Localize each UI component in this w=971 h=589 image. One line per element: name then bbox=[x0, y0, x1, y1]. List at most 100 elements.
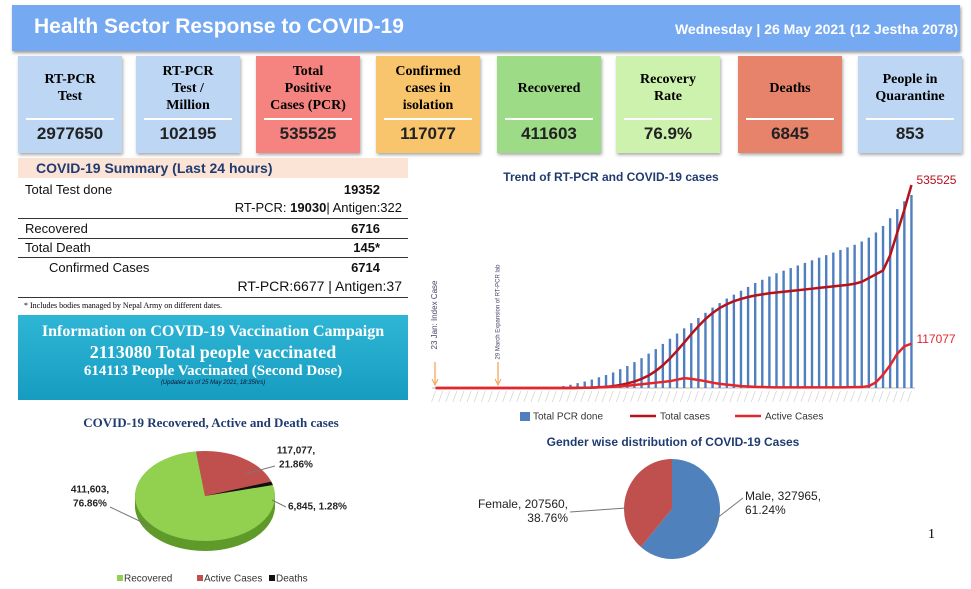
x-tick bbox=[630, 390, 635, 403]
card-label-line: Positive bbox=[284, 80, 332, 96]
card-separator bbox=[264, 118, 352, 120]
bar bbox=[668, 338, 672, 388]
line bbox=[435, 342, 912, 390]
card-label-line: Million bbox=[166, 97, 210, 113]
x-tick bbox=[843, 390, 848, 403]
x-tick bbox=[779, 390, 784, 403]
chart-title: Gender wise distribution of COVID-19 Cas… bbox=[547, 435, 800, 449]
x-tick bbox=[765, 390, 770, 403]
bar bbox=[604, 375, 608, 388]
bar bbox=[832, 252, 835, 388]
card-value: 853 bbox=[895, 124, 925, 143]
stat-card: Recovery Rate 76.9% bbox=[616, 56, 720, 153]
value: 19030 bbox=[290, 200, 327, 215]
card-value: 6845 bbox=[771, 124, 809, 143]
card-label-line: Deaths bbox=[769, 80, 811, 96]
stat-card: RT-PCR Test / Million 102195 bbox=[136, 56, 240, 153]
bar bbox=[626, 365, 629, 388]
data-label: 38.76% bbox=[527, 511, 568, 525]
label: Confirmed Cases bbox=[49, 260, 150, 275]
bar bbox=[611, 372, 615, 388]
pie-slice bbox=[205, 481, 273, 496]
x-tick bbox=[516, 390, 522, 403]
vac-second: 614113 People Vaccinated (Second Dose) bbox=[83, 363, 343, 379]
card-label-line: Confirmed bbox=[395, 63, 461, 79]
data-label: 21.86% bbox=[279, 460, 313, 471]
pie-slice bbox=[623, 459, 672, 548]
bar bbox=[768, 276, 771, 388]
end-label: 117077 bbox=[916, 332, 955, 346]
x-tick bbox=[743, 390, 749, 403]
card-label-line: RT-PCR bbox=[44, 72, 96, 87]
bar bbox=[888, 218, 892, 388]
bar bbox=[725, 298, 728, 388]
x-tick bbox=[907, 390, 912, 403]
x-tick bbox=[722, 390, 728, 403]
card-label-line: People in bbox=[882, 72, 938, 87]
header-date: Wednesday | 26 May 2021 (12 Jestha 2078) bbox=[674, 21, 958, 37]
card-label-line: Total bbox=[292, 63, 324, 79]
summary-row: Recovered 6716 bbox=[18, 221, 408, 239]
card-separator bbox=[26, 118, 114, 120]
card-label-line: Test / bbox=[172, 80, 204, 96]
x-tick bbox=[900, 390, 905, 403]
leader-line bbox=[244, 465, 276, 475]
vac-title: Information on COVID-19 Vaccination Camp… bbox=[41, 323, 385, 340]
x-tick bbox=[665, 390, 671, 403]
x-tick bbox=[495, 390, 500, 403]
legend-swatch bbox=[197, 575, 203, 581]
value: | Antigen:322 bbox=[326, 200, 402, 215]
x-tick bbox=[473, 390, 479, 403]
x-tick bbox=[637, 390, 642, 403]
x-tick bbox=[857, 390, 863, 403]
chart-title: Trend of RT-PCR and COVID-19 cases bbox=[503, 170, 719, 184]
data-label: 61.24% bbox=[745, 503, 786, 517]
x-tick bbox=[452, 390, 458, 403]
leader-line bbox=[569, 507, 627, 513]
x-tick bbox=[615, 390, 621, 403]
bar bbox=[704, 312, 707, 388]
bar bbox=[910, 195, 913, 388]
bar bbox=[867, 237, 871, 388]
bar bbox=[789, 268, 792, 388]
x-tick bbox=[793, 390, 799, 403]
value: 145* bbox=[353, 240, 380, 255]
x-tick bbox=[502, 390, 507, 403]
legend-swatch bbox=[520, 412, 530, 421]
x-tick bbox=[523, 390, 529, 403]
vaccination-panel: Information on COVID-19 Vaccination Camp… bbox=[18, 315, 408, 400]
bar bbox=[711, 307, 714, 388]
bar bbox=[753, 282, 757, 388]
summary-bar: COVID-19 Summary (Last 24 hours) bbox=[18, 158, 408, 178]
vac-total: 2113080 Total people vaccinated bbox=[89, 342, 337, 362]
value: 19352 bbox=[343, 182, 380, 197]
bar bbox=[775, 273, 778, 388]
label: Recovered bbox=[25, 221, 88, 236]
x-tick bbox=[821, 390, 827, 403]
bar bbox=[597, 377, 601, 388]
annotation-arrowhead bbox=[494, 378, 502, 387]
bar bbox=[654, 349, 657, 388]
bar bbox=[860, 241, 863, 388]
x-tick bbox=[658, 390, 664, 403]
bar bbox=[619, 369, 622, 388]
card-label-line: cases in bbox=[405, 80, 451, 96]
bar bbox=[682, 328, 686, 388]
legend-label: Total PCR done bbox=[533, 412, 603, 423]
x-tick bbox=[708, 390, 713, 403]
bar bbox=[590, 379, 594, 388]
legend-label: Active Cases bbox=[204, 574, 262, 585]
legend-label: Active Cases bbox=[765, 412, 823, 423]
x-tick bbox=[594, 390, 600, 403]
card-label: Confirmed cases in isolation bbox=[376, 60, 480, 116]
data-label: 6,845, 1.28% bbox=[288, 502, 347, 513]
bar bbox=[881, 225, 885, 388]
x-tick bbox=[623, 390, 628, 403]
footnote: * Includes bodies managed by Nepal Army … bbox=[24, 301, 223, 310]
x-tick bbox=[736, 390, 742, 403]
card-value: 411603 bbox=[521, 124, 577, 143]
bar bbox=[633, 362, 636, 388]
x-tick bbox=[800, 390, 806, 403]
leader-line bbox=[271, 499, 287, 508]
bar bbox=[846, 247, 849, 388]
